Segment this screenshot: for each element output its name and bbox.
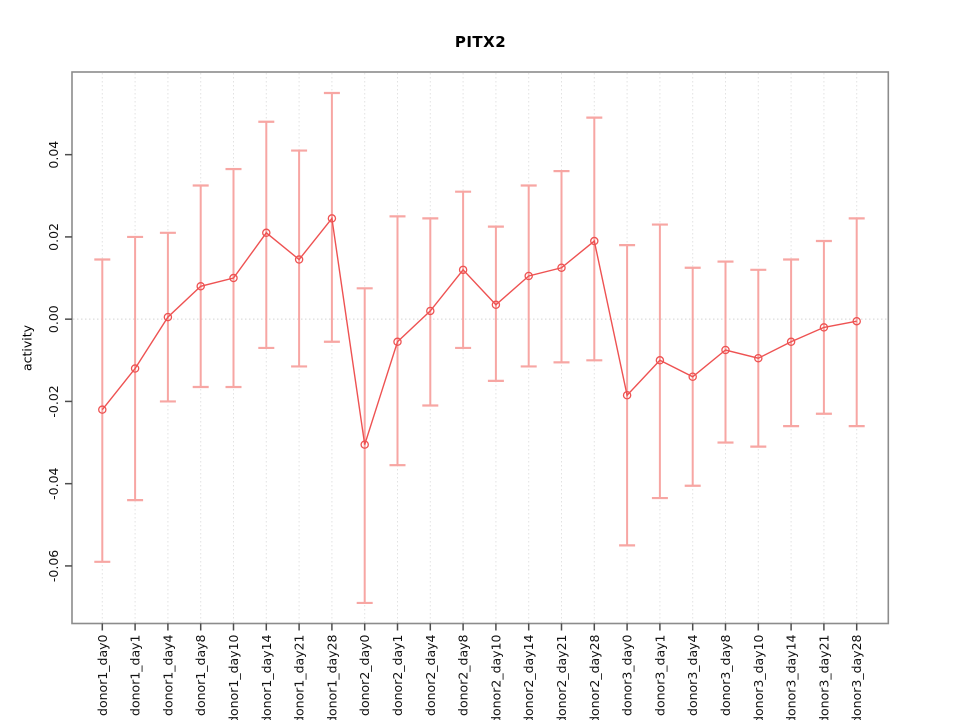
data-point — [196, 282, 205, 291]
series-line — [101, 216, 857, 445]
data-point — [622, 391, 632, 400]
x-tick-label: donor1_day1 — [128, 635, 143, 716]
data-point — [786, 337, 796, 347]
x-tick-label: donor2_day10 — [488, 634, 503, 720]
x-tick-label: donor3_day0 — [620, 634, 635, 715]
data-point — [98, 405, 107, 414]
x-tick-label: donor3_day21 — [816, 635, 831, 720]
x-tick-label: donor3_day4 — [685, 634, 700, 715]
x-tick-label: donor2_day4 — [423, 634, 438, 715]
data-point — [721, 345, 730, 355]
data-point — [819, 323, 829, 332]
data-point — [262, 228, 271, 238]
x-tick-label: donor3_day10 — [751, 634, 766, 720]
data-point — [426, 306, 435, 316]
data-point — [557, 263, 566, 273]
x-tick-label: donor1_day8 — [193, 634, 208, 715]
data-point — [754, 353, 763, 363]
data-point — [524, 271, 533, 281]
chart-title: PITX2 — [454, 33, 507, 51]
x-tick-label: donor1_day0 — [95, 634, 110, 715]
x-tick-label: donor3_day8 — [718, 634, 733, 715]
data-point — [590, 236, 599, 246]
data-point — [327, 214, 337, 223]
x-tick-label: donor1_day4 — [160, 634, 175, 715]
x-tick-label: donor1_day28 — [324, 634, 339, 720]
data-point — [130, 364, 140, 373]
data-point — [491, 300, 501, 310]
x-tick-label: donor1_day14 — [259, 634, 274, 720]
x-tick-label: donor2_day21 — [554, 635, 569, 720]
x-tick-label: donor2_day14 — [521, 634, 536, 720]
data-point — [852, 316, 861, 326]
x-tick-label: donor3_day14 — [784, 634, 799, 720]
y-tick-label: 0.04 — [46, 141, 61, 169]
data-point — [688, 372, 697, 381]
y-tick-label: -0.06 — [46, 550, 61, 582]
data-point — [458, 265, 468, 275]
y-tick-label: 0.00 — [46, 305, 61, 333]
y-tick-label: -0.04 — [46, 467, 61, 499]
x-tick-label: donor1_day21 — [292, 635, 307, 720]
y-tick-label: 0.02 — [46, 223, 61, 251]
data-point — [294, 255, 304, 264]
y-tick-label: -0.02 — [46, 385, 61, 417]
data-point — [163, 312, 173, 322]
plot-frame — [71, 71, 890, 625]
x-tick-label: donor2_day8 — [456, 634, 471, 715]
x-tick-label: donor3_day28 — [849, 634, 864, 720]
data-point — [393, 337, 402, 347]
x-tick-label: donor2_day1 — [390, 635, 405, 716]
data-point — [229, 273, 238, 283]
x-tick-label: donor1_day10 — [226, 634, 241, 720]
x-tick-label: donor2_day0 — [357, 634, 372, 715]
data-point — [655, 356, 665, 365]
x-tick-label: donor3_day1 — [652, 635, 667, 716]
x-tick-label: donor2_day28 — [587, 634, 602, 720]
data-point — [360, 440, 369, 449]
